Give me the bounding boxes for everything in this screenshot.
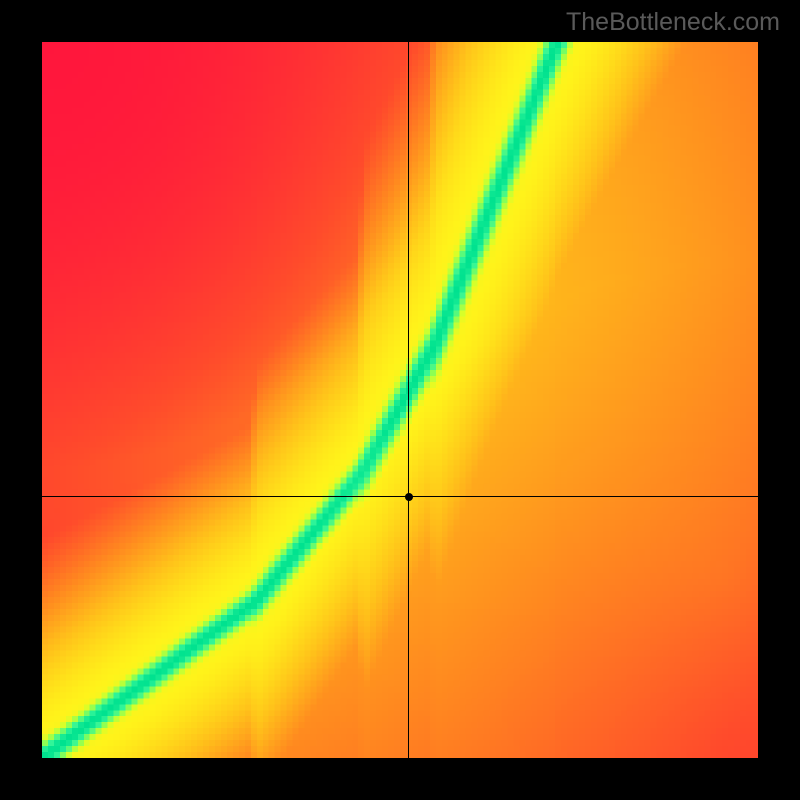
heatmap-canvas [42,42,758,758]
marker-point [405,493,413,501]
watermark-text: TheBottleneck.com [566,8,780,37]
crosshair-horizontal [42,496,758,497]
crosshair-vertical [408,42,409,758]
chart-container: TheBottleneck.com [0,0,800,800]
